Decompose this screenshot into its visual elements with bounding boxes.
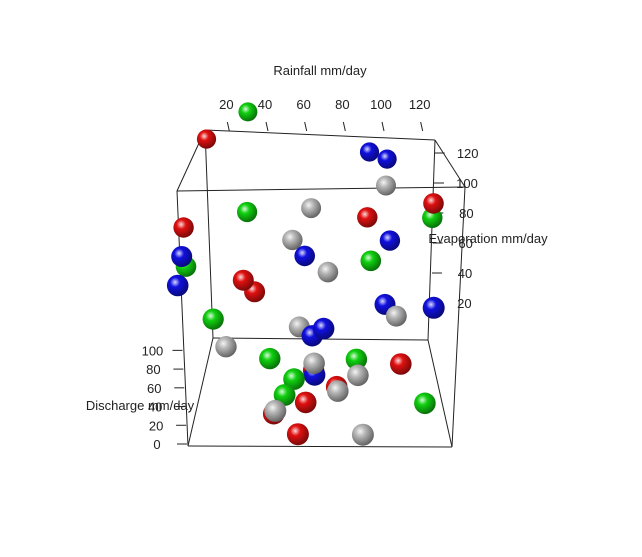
box-edge bbox=[434, 139, 466, 188]
x-tick-mark bbox=[226, 121, 230, 132]
y-tick-label: 100 bbox=[456, 176, 478, 191]
data-point bbox=[376, 175, 396, 196]
x-axis-label: Rainfall mm/day bbox=[273, 63, 367, 78]
data-point bbox=[166, 274, 189, 297]
data-point bbox=[312, 317, 335, 340]
x-tick-label: 40 bbox=[258, 97, 272, 112]
x-tick-mark bbox=[381, 121, 385, 132]
data-point bbox=[238, 102, 258, 122]
x-tick-label: 20 bbox=[219, 97, 233, 112]
data-point bbox=[301, 198, 322, 219]
data-point bbox=[171, 246, 193, 267]
data-point bbox=[385, 305, 407, 327]
data-point bbox=[282, 229, 303, 251]
x-tick-mark bbox=[304, 121, 308, 132]
x-tick-mark bbox=[420, 121, 424, 132]
data-point bbox=[259, 347, 281, 370]
y-tick-label: 120 bbox=[457, 146, 479, 161]
data-point bbox=[215, 336, 237, 358]
y-tick-label: 20 bbox=[457, 296, 471, 311]
x-axis: 20 40 60 80 100 120 Rainfall mm/day bbox=[219, 63, 431, 132]
data-point bbox=[173, 217, 194, 238]
data-point bbox=[423, 193, 444, 214]
data-point bbox=[294, 245, 316, 267]
data-point bbox=[303, 352, 325, 375]
z-tick-label: 100 bbox=[142, 343, 164, 358]
y-axis: 20 40 60 80 100 120 Evaporation mm/day bbox=[428, 146, 548, 311]
data-point bbox=[359, 142, 380, 162]
z-tick-label: 0 bbox=[153, 437, 160, 452]
data-point bbox=[379, 230, 401, 251]
z-axis: 0 20 40 60 80 100 Discharge mm/day bbox=[86, 343, 195, 452]
z-tick-label: 60 bbox=[147, 381, 161, 396]
z-tick-label: 20 bbox=[149, 418, 163, 433]
data-point bbox=[283, 368, 305, 390]
data-point bbox=[286, 423, 309, 446]
data-point bbox=[422, 296, 445, 319]
x-tick-mark bbox=[265, 121, 269, 132]
x-tick-label: 60 bbox=[296, 97, 310, 112]
x-tick-label: 80 bbox=[335, 97, 349, 112]
box-edge bbox=[187, 337, 214, 447]
data-point bbox=[237, 201, 258, 223]
data-point bbox=[327, 380, 349, 402]
x-tick-label: 100 bbox=[370, 97, 392, 112]
data-point bbox=[390, 353, 412, 375]
data-point bbox=[360, 250, 382, 272]
data-points bbox=[166, 102, 445, 446]
x-tick-mark bbox=[342, 121, 346, 132]
box-edge bbox=[451, 186, 466, 448]
x-tick-label: 120 bbox=[409, 97, 431, 112]
box-edge bbox=[187, 445, 453, 448]
data-point bbox=[345, 348, 368, 370]
z-axis-label: Discharge mm/day bbox=[86, 398, 195, 413]
data-point bbox=[196, 129, 217, 149]
data-point bbox=[414, 392, 436, 415]
data-point bbox=[273, 384, 296, 406]
box-edge bbox=[427, 339, 453, 448]
data-point bbox=[347, 364, 369, 387]
data-point bbox=[357, 207, 378, 228]
data-point bbox=[377, 149, 397, 169]
data-point bbox=[317, 261, 339, 283]
data-point bbox=[232, 269, 254, 291]
box-edge bbox=[176, 186, 466, 192]
data-point bbox=[294, 391, 317, 414]
z-tick-label: 40 bbox=[148, 400, 162, 415]
data-point bbox=[351, 423, 374, 446]
plot-box bbox=[176, 129, 466, 448]
y-tick-label: 80 bbox=[459, 206, 473, 221]
box-edge bbox=[204, 129, 214, 339]
box-edge bbox=[204, 129, 436, 141]
data-point bbox=[202, 308, 224, 330]
z-tick-label: 80 bbox=[146, 362, 160, 377]
y-tick-label: 60 bbox=[458, 236, 472, 251]
data-point bbox=[264, 399, 287, 422]
y-axis-label: Evaporation mm/day bbox=[428, 231, 548, 246]
y-tick-label: 40 bbox=[458, 266, 472, 281]
